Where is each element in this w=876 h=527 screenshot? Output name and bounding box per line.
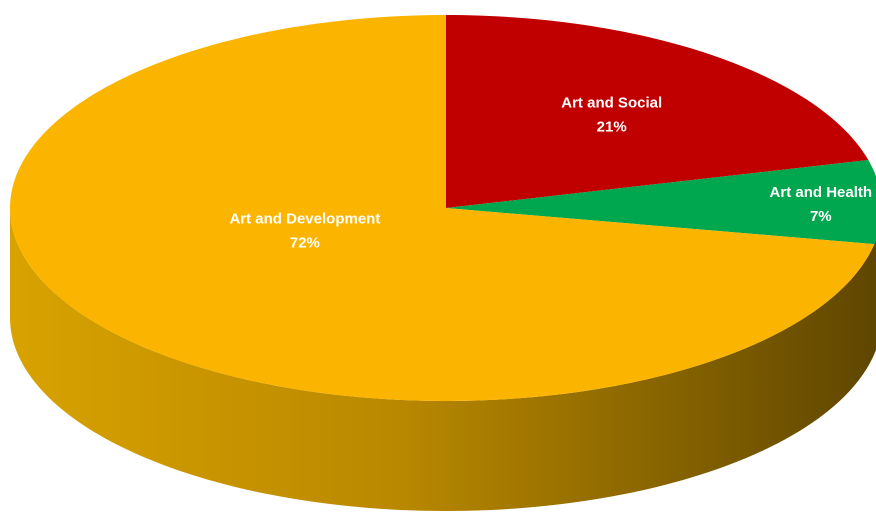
slice-category-label: Art and Health (770, 184, 873, 201)
data-label-art-and-health: Art and Health 7% (770, 184, 873, 225)
pie-side-layer (10, 208, 876, 511)
pie-slice-art-and-health (446, 160, 876, 245)
slice-percent-label: 72% (290, 235, 320, 252)
slice-category-label: Art and Social (561, 95, 662, 112)
slice-percent-label: 21% (597, 119, 627, 136)
data-label-art-and-development: Art and Development 72% (229, 211, 380, 252)
pie-slice-art-and-social (446, 15, 869, 208)
slice-percent-label: 7% (810, 208, 832, 225)
data-label-art-and-social: Art and Social 21% (561, 95, 662, 136)
pie-top-layer (10, 15, 876, 401)
pie-side-wall (10, 208, 876, 511)
slice-category-label: Art and Development (229, 211, 380, 228)
pie-slice-art-and-development (10, 15, 875, 401)
